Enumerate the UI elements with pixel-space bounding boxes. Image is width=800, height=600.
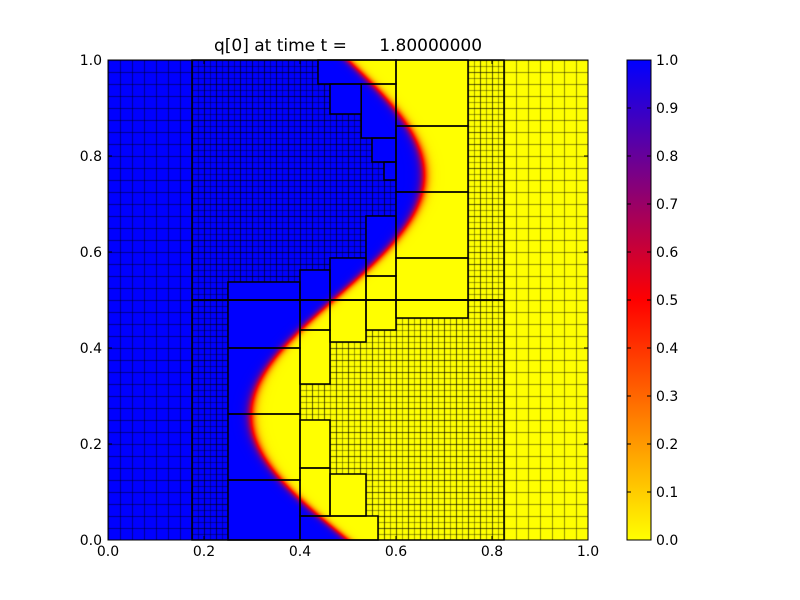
plot-frame (107, 59, 589, 541)
x-tick-label: 0.2 (193, 544, 215, 560)
colorbar-tick-label: 0.7 (656, 197, 678, 213)
level-3-patch (395, 257, 469, 301)
y-tick-label: 0.8 (80, 149, 102, 165)
level-3-patch (227, 347, 301, 415)
colorbar-tick-label: 0.1 (656, 485, 678, 501)
colorbar-tick-label: 0.2 (656, 437, 678, 453)
level-3-patch (395, 125, 469, 193)
level-3-patch (395, 59, 469, 127)
level-3-patch (395, 299, 469, 319)
colorbar-tick-label: 0.3 (656, 389, 678, 405)
level-3-patch (227, 299, 301, 349)
level-3-patch (227, 281, 301, 301)
x-tick-label: 0.6 (385, 544, 407, 560)
level-3-patch (299, 419, 331, 469)
level-3-patch (371, 137, 397, 163)
level-3-patch (329, 299, 367, 343)
level-3-patch (329, 257, 367, 301)
level-3-patch (227, 479, 301, 541)
level-3-patch (395, 191, 469, 259)
level-3-patch (383, 161, 397, 181)
level-3-patch (365, 299, 397, 331)
y-tick-label: 1.0 (80, 53, 102, 69)
colorbar-tick-label: 1.0 (656, 53, 678, 69)
level-3-patch (299, 329, 331, 385)
colorbar-tick-label: 0.0 (656, 533, 678, 549)
x-tick-label: 0.4 (289, 544, 311, 560)
level-3-patch (360, 83, 397, 139)
level-3-patch (365, 275, 397, 301)
y-tick-label: 0.4 (80, 341, 102, 357)
level-3-patch (299, 467, 331, 517)
level-3-patch (299, 515, 379, 541)
x-tick-label: 1.0 (577, 544, 599, 560)
level-3-patch (299, 299, 331, 331)
colorbar-tick-label: 0.6 (656, 245, 678, 261)
level-2-patch (191, 59, 505, 301)
y-tick-label: 0.0 (80, 533, 102, 549)
x-tick-label: 0.8 (481, 544, 503, 560)
level-3-patch (227, 413, 301, 481)
level-3-patch (299, 269, 331, 301)
level-3-patch (329, 83, 362, 115)
colorbar-tick-label: 0.9 (656, 101, 678, 117)
level-3-patch (329, 473, 367, 517)
y-tick-label: 0.6 (80, 245, 102, 261)
level-3-patch (365, 215, 397, 277)
level-3-patch (317, 59, 397, 85)
colorbar-tick-label: 0.8 (656, 149, 678, 165)
colorbar-tick-label: 0.4 (656, 341, 678, 357)
chart-title: q[0] at time t = 1.80000000 (213, 36, 483, 56)
colorbar-tick-label: 0.5 (656, 293, 678, 309)
y-tick-label: 0.2 (80, 437, 102, 453)
x-tick-label: 0.0 (97, 544, 119, 560)
level-2-patch (191, 299, 505, 541)
